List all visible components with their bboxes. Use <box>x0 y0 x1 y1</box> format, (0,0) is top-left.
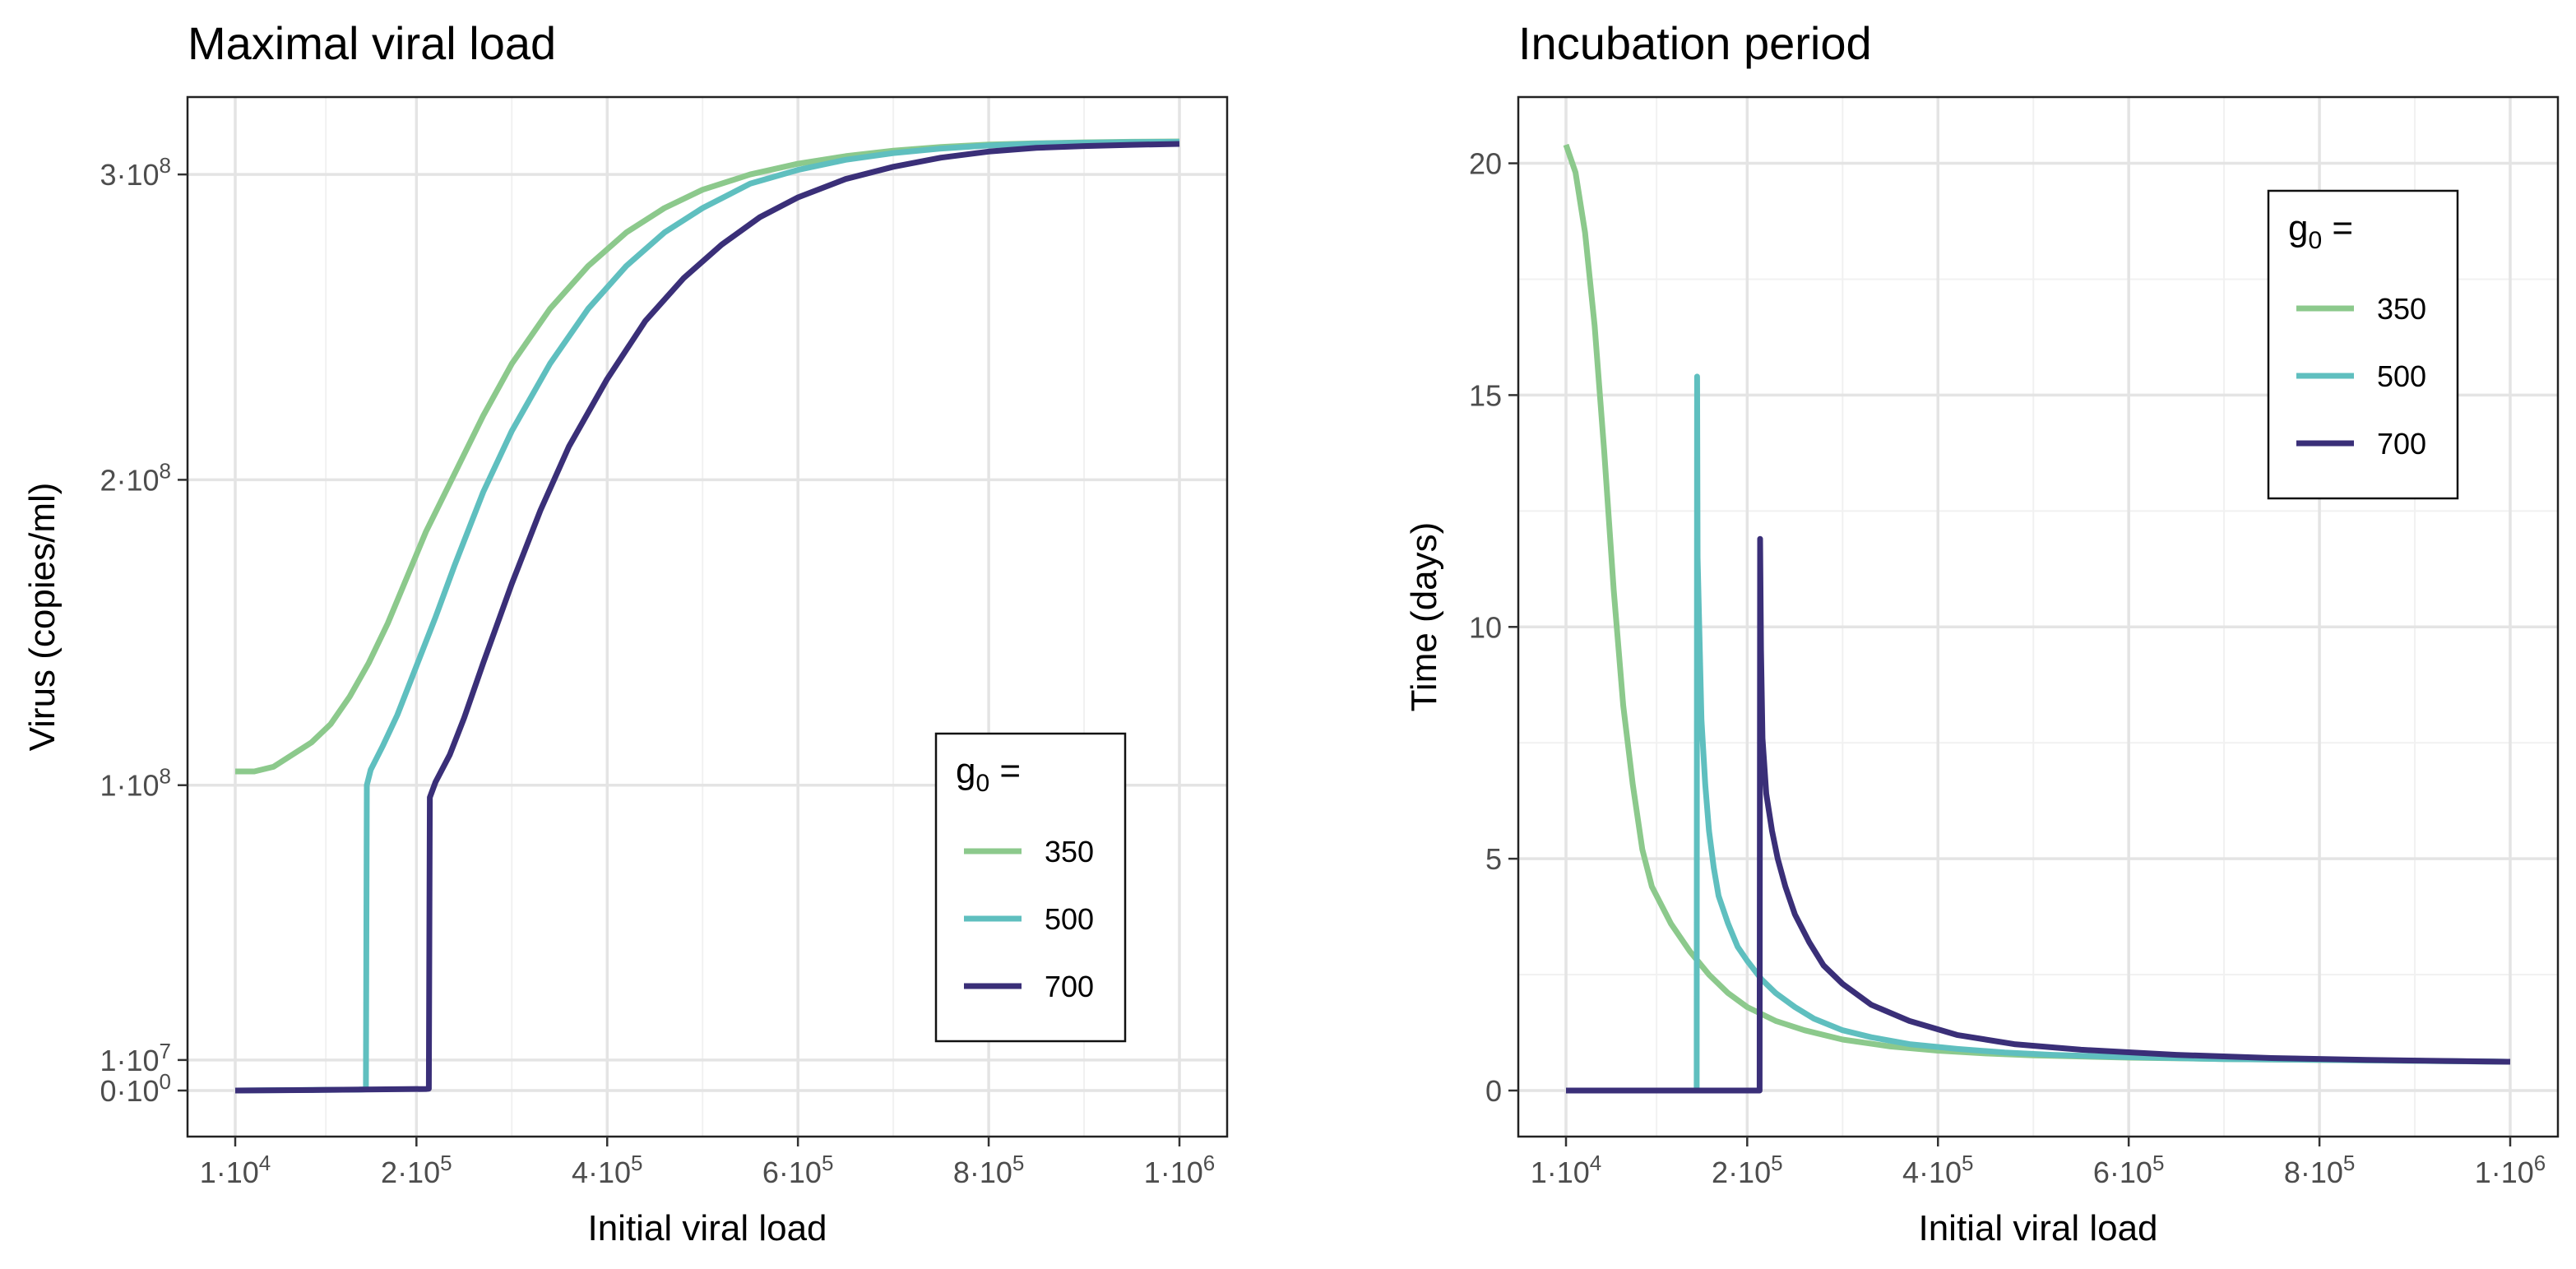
legend-title: g0 = <box>2288 208 2353 254</box>
legend-label-350: 350 <box>1045 835 1094 868</box>
x-tick-label: 1·104 <box>1531 1151 1602 1189</box>
legend-title: g0 = <box>956 751 1021 797</box>
y-axis-label: Virus (copies/ml) <box>22 483 63 752</box>
y-tick-label: 1·108 <box>100 764 171 803</box>
legend: g0 = 350 500 700 <box>934 732 1127 1043</box>
x-tick-label: 6·105 <box>762 1151 834 1189</box>
plot-border <box>186 95 1229 1138</box>
x-axis-label: Initial viral load <box>1918 1208 2157 1248</box>
x-tick-label: 8·105 <box>953 1151 1025 1189</box>
x-tick-label: 2·105 <box>1712 1151 1783 1189</box>
legend-label-700: 700 <box>2377 427 2426 461</box>
x-tick-label: 4·105 <box>1902 1151 1974 1189</box>
legend-label-500: 500 <box>2377 359 2426 393</box>
legend-label-700: 700 <box>1045 970 1094 1003</box>
legend-label-500: 500 <box>1045 902 1094 936</box>
chart-panel-2: 1·104 2·105 4·105 6·105 8·105 1·106 0 5 10 15 20 In… <box>1404 17 2560 1248</box>
x-axis-label: Initial viral load <box>587 1208 827 1248</box>
x-tick-label: 1·104 <box>200 1151 271 1189</box>
chart-panel-1: 1·104 2·105 4·105 6·105 8·105 1·106 0·1001·107… <box>22 17 1229 1248</box>
y-axis-label: Time (days) <box>1404 522 1444 712</box>
y-tick-label: 20 <box>1469 147 1502 181</box>
y-tick-label: 0 <box>1485 1074 1502 1108</box>
y-tick-label: 5 <box>1485 842 1502 876</box>
series-line-500 <box>1566 373 2511 1094</box>
x-tick-label: 6·105 <box>2093 1151 2165 1189</box>
series-line-700 <box>234 141 1180 1094</box>
series-line-700 <box>1566 535 2511 1094</box>
plot-border <box>1517 95 2560 1138</box>
x-tick-label: 2·105 <box>381 1151 452 1189</box>
x-tick-label: 4·105 <box>572 1151 643 1189</box>
y-tick-label: 10 <box>1469 610 1502 644</box>
legend-box <box>2267 189 2459 500</box>
legend-label-350: 350 <box>2377 292 2426 326</box>
legend-box <box>934 732 1127 1043</box>
series-line-500 <box>234 138 1180 1094</box>
x-tick-label: 1·106 <box>1144 1151 1216 1189</box>
x-tick-label: 1·106 <box>2475 1151 2546 1189</box>
y-tick-label: 2·108 <box>100 458 171 497</box>
chart-title: Maximal viral load <box>188 17 556 69</box>
y-tick-label: 0·100 <box>100 1069 171 1108</box>
y-tick-label: 1·107 <box>100 1039 171 1077</box>
legend: g0 = 350 500 700 <box>2267 189 2459 500</box>
chart-title: Incubation period <box>1518 17 1872 69</box>
y-tick-label: 15 <box>1469 378 1502 412</box>
x-tick-label: 8·105 <box>2284 1151 2356 1189</box>
y-tick-label: 3·108 <box>100 153 171 192</box>
